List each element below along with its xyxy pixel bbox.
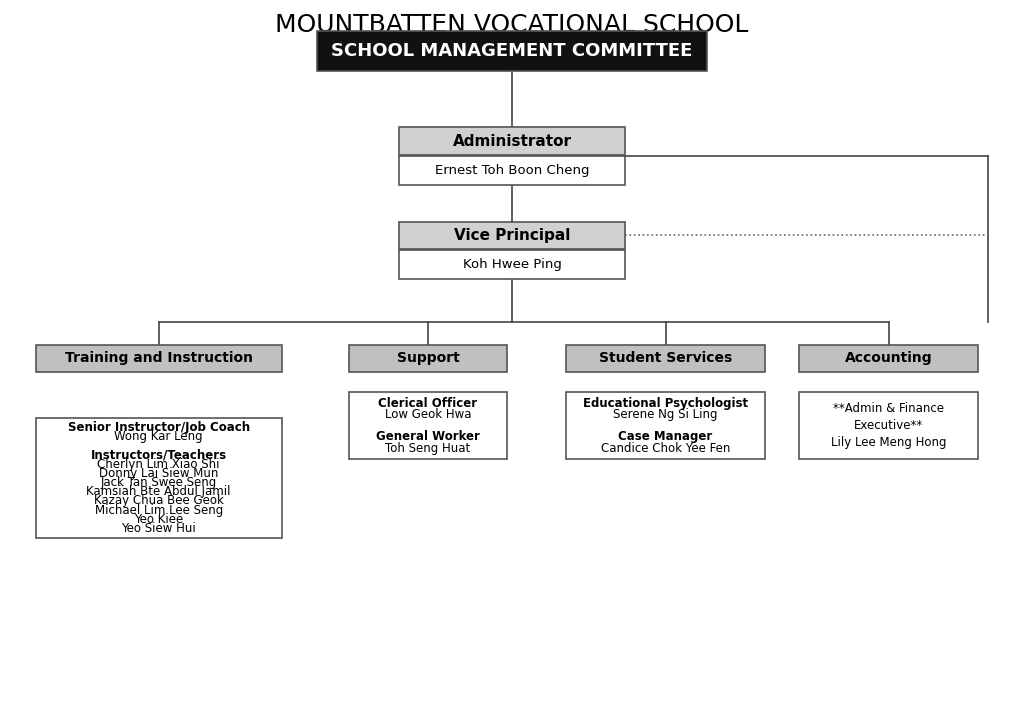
Text: Administrator: Administrator [453,134,571,148]
Text: Donny Lai Siew Mun: Donny Lai Siew Mun [99,467,218,480]
FancyBboxPatch shape [348,392,507,460]
Text: Cherlyn Lim Xiao Shi: Cherlyn Lim Xiao Shi [97,458,220,471]
FancyBboxPatch shape [799,392,979,460]
FancyBboxPatch shape [36,345,282,372]
Text: Jack Tan Swee Seng: Jack Tan Swee Seng [100,476,217,489]
Text: Executive**: Executive** [854,419,924,432]
Text: Training and Instruction: Training and Instruction [65,351,253,366]
Text: Support: Support [396,351,460,366]
FancyBboxPatch shape [348,345,507,372]
Text: Serene Ng Si Ling: Serene Ng Si Ling [613,408,718,421]
Text: Michael Lim Lee Seng: Michael Lim Lee Seng [94,503,223,516]
Text: Vice Principal: Vice Principal [454,228,570,243]
Text: STAFF ORGANISATION CHART: STAFF ORGANISATION CHART [400,35,624,49]
Text: Kamsiah Bte Abdul Jamil: Kamsiah Bte Abdul Jamil [86,485,231,498]
FancyBboxPatch shape [399,222,625,249]
Text: Instructors/Teachers: Instructors/Teachers [91,448,226,461]
Text: Lily Lee Meng Hong: Lily Lee Meng Hong [831,436,946,449]
Text: **Admin & Finance: **Admin & Finance [834,403,944,416]
Text: Senior Instructor/Job Coach: Senior Instructor/Job Coach [68,421,250,434]
Text: MOUNTBATTEN VOCATIONAL SCHOOL: MOUNTBATTEN VOCATIONAL SCHOOL [275,13,749,38]
FancyBboxPatch shape [317,30,707,70]
Text: Yeo Kiee: Yeo Kiee [134,513,183,526]
Text: Student Services: Student Services [599,351,732,366]
Text: Candice Chok Yee Fen: Candice Chok Yee Fen [601,442,730,455]
Text: Yeo Siew Hui: Yeo Siew Hui [122,522,196,535]
Text: Case Manager: Case Manager [618,431,713,443]
FancyBboxPatch shape [565,345,766,372]
Text: Clerical Officer: Clerical Officer [379,397,477,410]
Text: Ernest Toh Boon Cheng: Ernest Toh Boon Cheng [435,164,589,177]
FancyBboxPatch shape [399,156,625,185]
FancyBboxPatch shape [36,418,282,537]
FancyBboxPatch shape [565,392,766,460]
FancyBboxPatch shape [399,250,625,279]
Text: Low Geok Hwa: Low Geok Hwa [385,408,471,421]
Text: General Worker: General Worker [376,431,480,443]
Text: Accounting: Accounting [845,351,933,366]
Text: Wong Kar Leng: Wong Kar Leng [115,430,203,443]
Text: Koh Hwee Ping: Koh Hwee Ping [463,258,561,271]
FancyBboxPatch shape [799,345,979,372]
Text: Kazay Chua Bee Geok: Kazay Chua Bee Geok [94,494,223,508]
FancyBboxPatch shape [399,127,625,155]
Text: Toh Seng Huat: Toh Seng Huat [385,442,471,455]
Text: SCHOOL MANAGEMENT COMMITTEE: SCHOOL MANAGEMENT COMMITTEE [332,42,692,59]
Text: Educational Psychologist: Educational Psychologist [583,397,749,410]
